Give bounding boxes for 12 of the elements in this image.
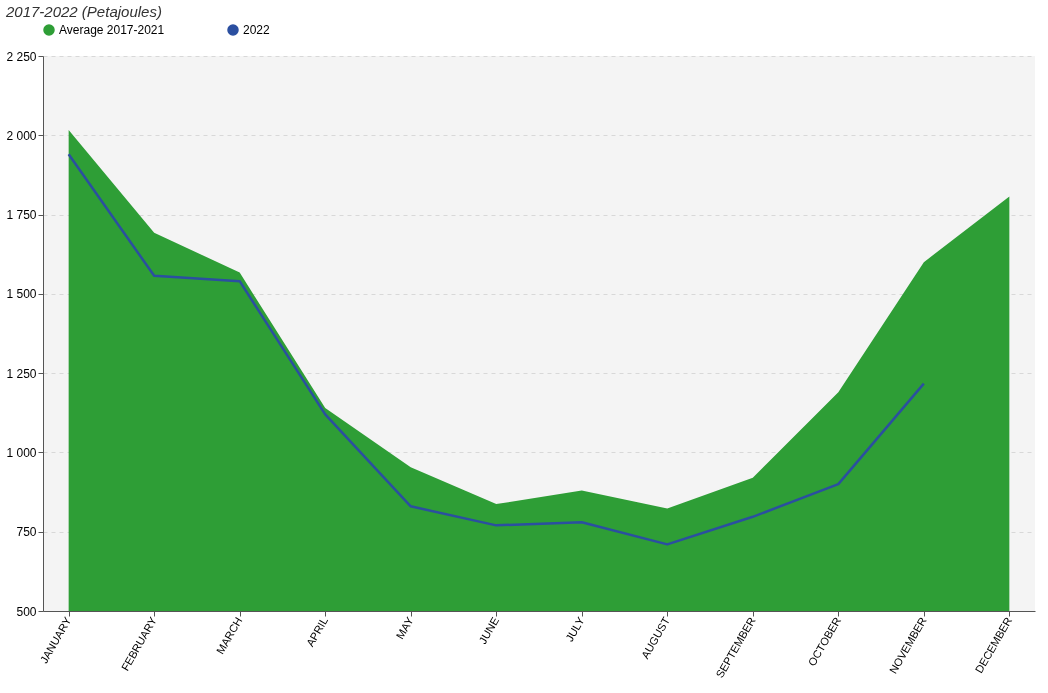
chart-title: 2017-2022 (Petajoules)	[4, 3, 162, 20]
y-tick-label: 750	[16, 525, 37, 540]
y-tick-label: 2 250	[6, 49, 37, 64]
legend-label: 2022	[243, 23, 271, 37]
y-tick-label: 1 000	[6, 445, 37, 460]
y-tick-label: 2 000	[6, 128, 37, 143]
y-tick-label: 1 500	[6, 287, 37, 302]
y-tick-label: 1 750	[6, 208, 37, 223]
legend-label: Average 2017-2021	[59, 23, 165, 37]
line-series	[67, 153, 926, 546]
y-tick-label: 500	[16, 604, 37, 619]
y-tick-label: 1 250	[6, 366, 37, 381]
